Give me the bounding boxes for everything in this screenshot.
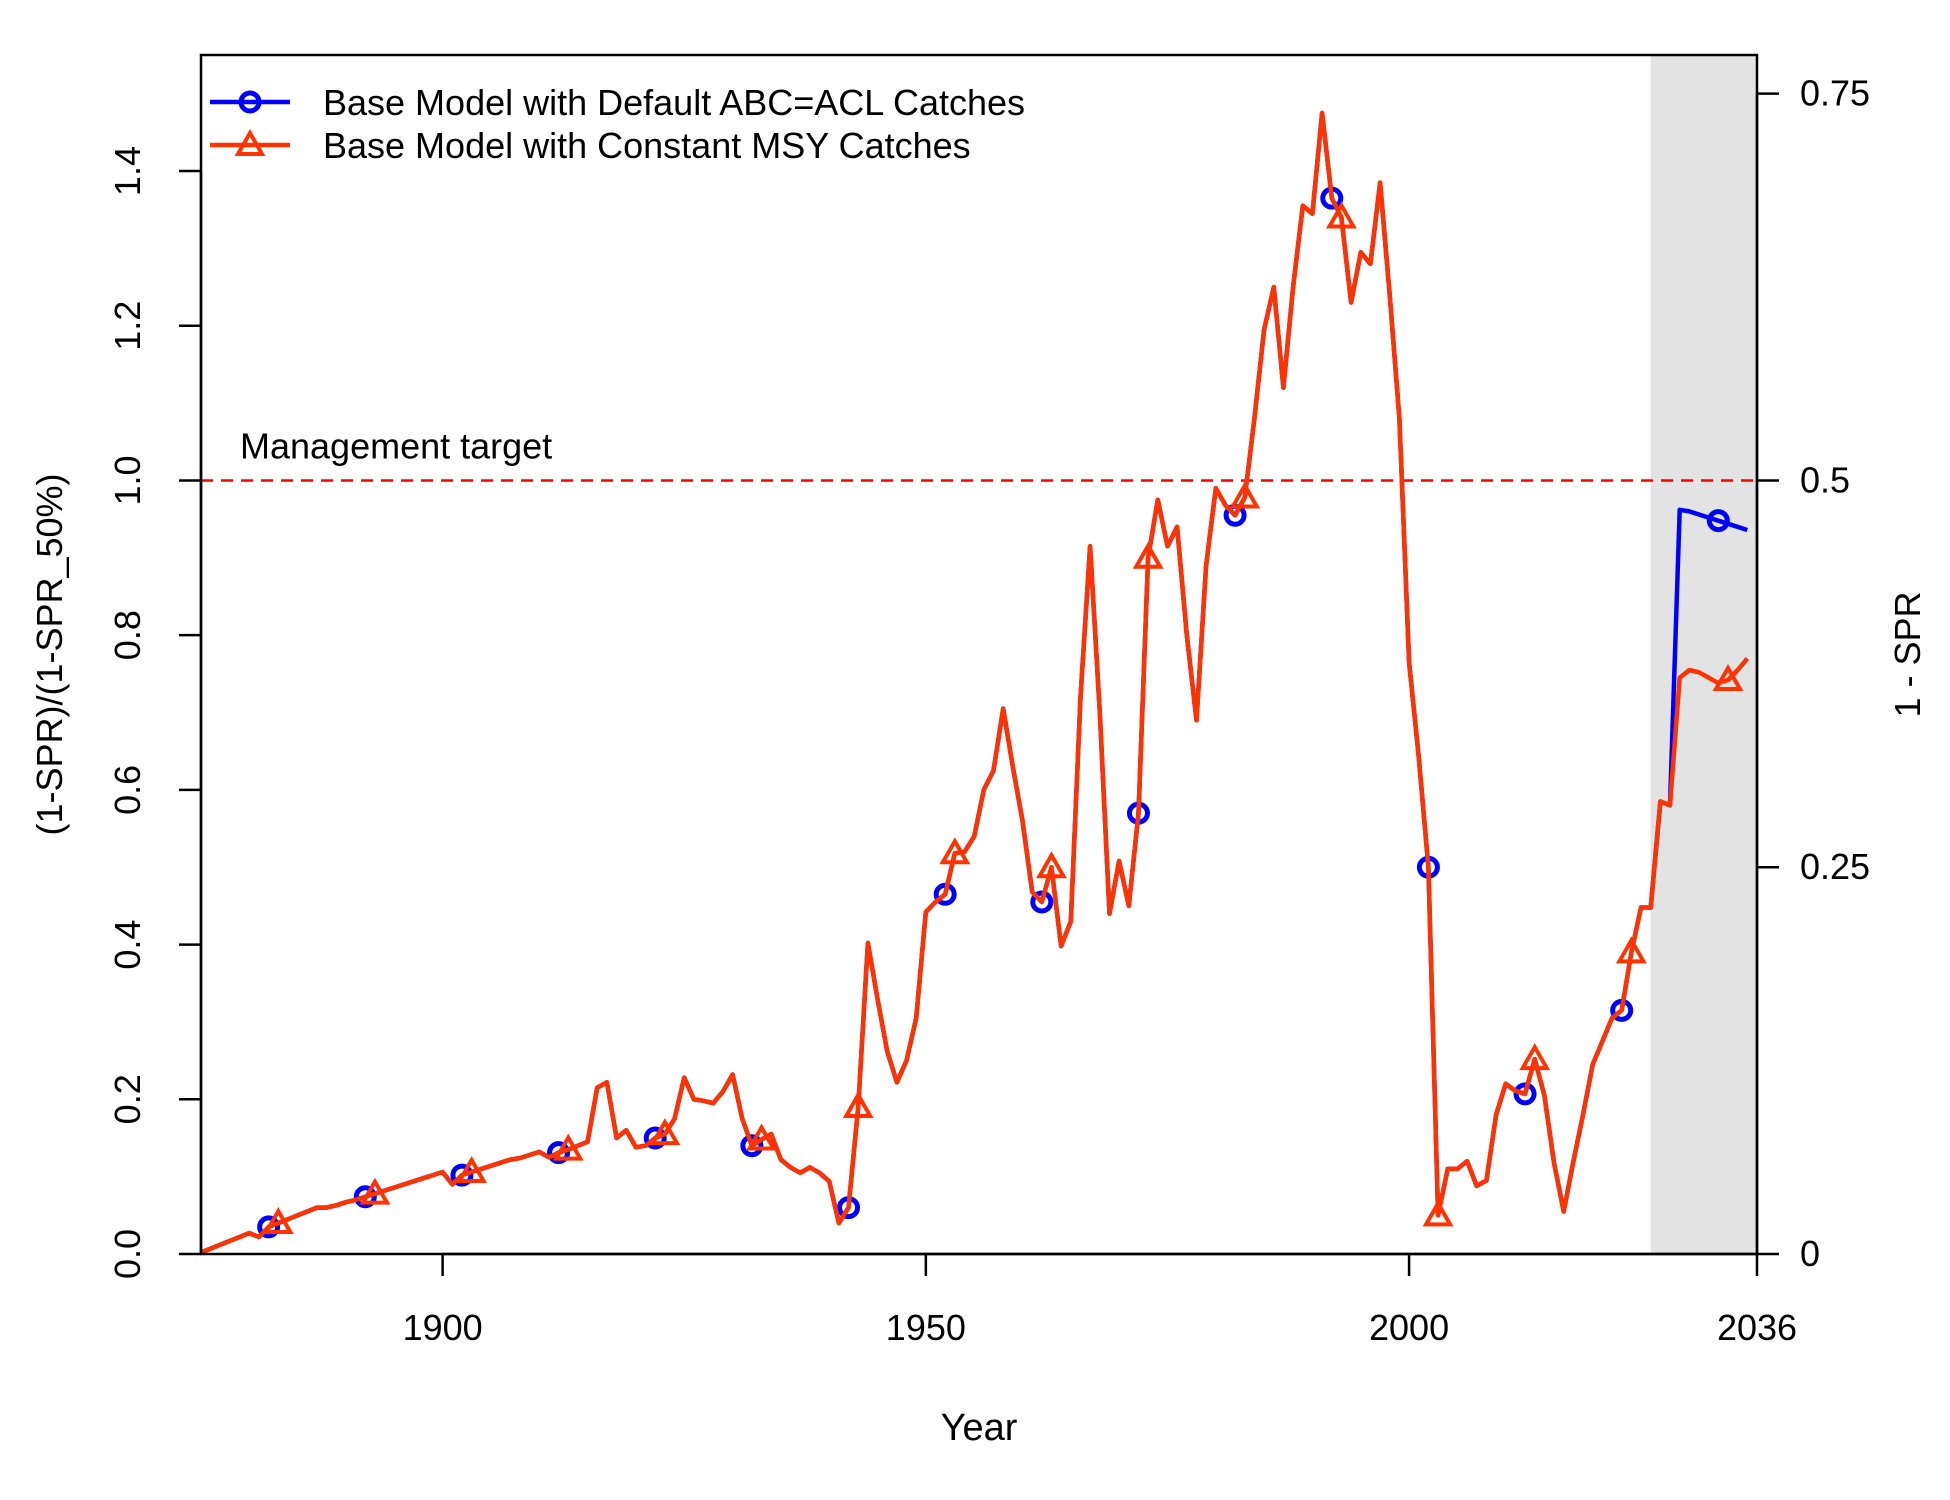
y-tick-label: 0.8 (107, 610, 148, 660)
x-tick-label: 2000 (1369, 1307, 1449, 1348)
y-axis-title: (1-SPR)/(1-SPR_50%) (29, 473, 70, 835)
data-point-marker (353, 1185, 377, 1209)
data-point-marker (552, 1133, 584, 1161)
data-point-marker (1706, 509, 1730, 533)
data-point-marker (1325, 201, 1357, 229)
y2-tick-label: 0.75 (1800, 73, 1870, 114)
data-point-marker (1513, 1082, 1537, 1106)
y2-tick-label: 0 (1800, 1233, 1820, 1274)
data-point-marker (643, 1126, 667, 1150)
data-point-marker (649, 1118, 681, 1146)
x-tick-label: 1900 (403, 1307, 483, 1348)
y-tick-label: 0.4 (107, 920, 148, 970)
data-point-marker (1422, 1199, 1454, 1227)
data-point-marker (1132, 541, 1164, 569)
data-point-marker (842, 1090, 874, 1119)
data-point-marker (359, 1177, 391, 1205)
legend-marker (234, 128, 266, 156)
data-point-marker (450, 1163, 474, 1187)
data-point-marker (1030, 890, 1054, 914)
data-point-marker (1712, 663, 1744, 692)
series-2 (200, 110, 1750, 1255)
x-tick-label: 1950 (886, 1307, 966, 1348)
management-target-label: Management target (240, 425, 552, 466)
data-point-marker (547, 1141, 571, 1165)
data-point-marker (1036, 851, 1067, 879)
legend-label: Base Model with Default ABC=ACL Catches (323, 82, 1025, 123)
series-1 (200, 110, 1748, 1255)
data-point-marker (939, 837, 971, 865)
y-tick-label: 0.6 (107, 765, 148, 815)
data-point-marker (262, 1207, 294, 1235)
x-tick-label: 2036 (1717, 1307, 1797, 1348)
legend-item: Base Model with Constant MSY Catches (210, 125, 971, 166)
legend-label: Base Model with Constant MSY Catches (323, 125, 971, 166)
series-line (200, 110, 1750, 1255)
plot-frame (199, 53, 1759, 1256)
y-tick-label: 0.0 (107, 1229, 148, 1279)
data-point-marker (1615, 936, 1647, 964)
x-axis: 1900 1950 2000 2036 (403, 1252, 1797, 1348)
data-point-marker (1519, 1043, 1551, 1071)
y-tick-label: 1.0 (107, 455, 148, 505)
y-axis-left: 0.0 0.2 0.4 0.6 0.8 1.0 1.2 1.4 (107, 146, 203, 1279)
y-tick-label: 0.2 (107, 1074, 148, 1124)
x-axis-title: Year (941, 1407, 1018, 1449)
y-tick-label: 1.4 (107, 146, 148, 196)
data-point-marker (257, 1215, 281, 1239)
reference-group: Management target (201, 425, 1757, 482)
data-point-marker (1229, 481, 1261, 509)
y-tick-label: 1.2 (107, 301, 148, 351)
data-point-marker (740, 1134, 764, 1158)
y-axis-right: 0 0.25 0.5 0.75 (1755, 73, 1870, 1274)
y2-tick-label: 0.5 (1800, 459, 1850, 500)
series-line (200, 110, 1748, 1255)
legend-marker (238, 90, 262, 114)
data-point-marker (456, 1155, 488, 1184)
y2-tick-label: 0.25 (1800, 846, 1870, 887)
forecast-region (1650, 55, 1757, 1254)
series-group (200, 110, 1750, 1255)
legend: Base Model with Default ABC=ACL CatchesB… (210, 82, 1025, 166)
y-axis-right-title: 1 - SPR (1887, 591, 1928, 717)
data-point-marker (746, 1123, 777, 1151)
legend-item: Base Model with Default ABC=ACL Catches (210, 82, 1025, 123)
